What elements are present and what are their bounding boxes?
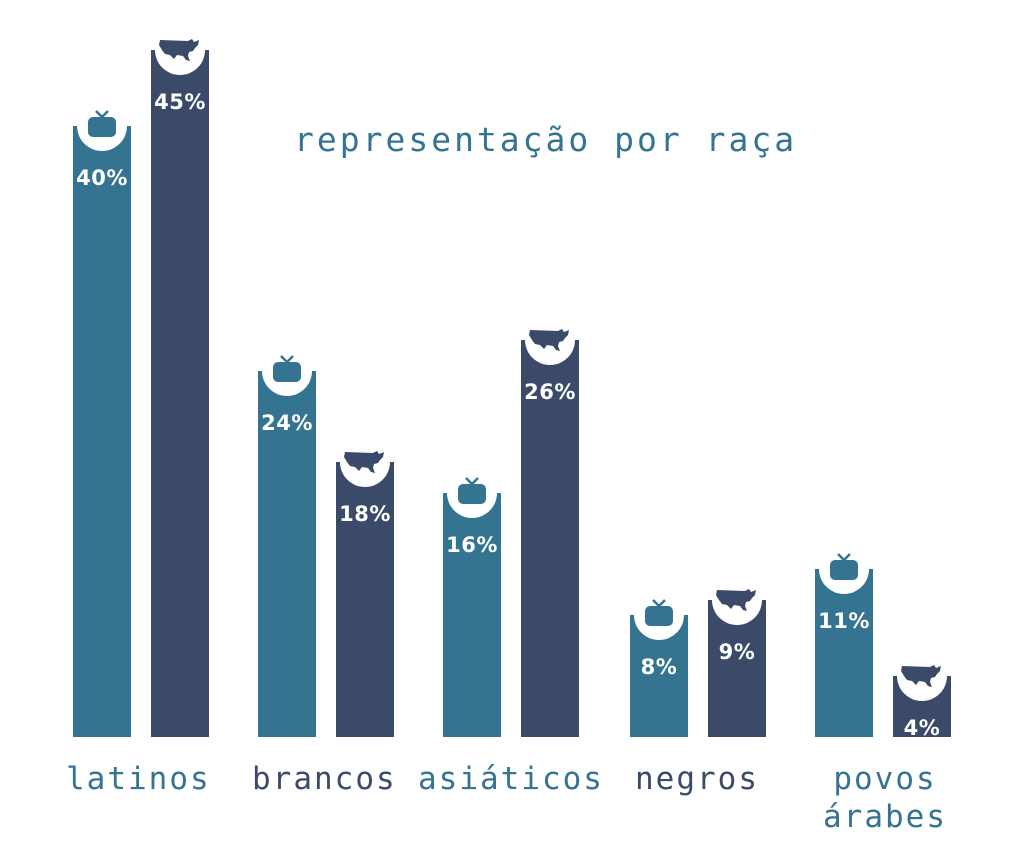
value-label: 26% (524, 380, 576, 404)
value-label: 16% (446, 533, 498, 557)
bar-us-1: 18% (336, 451, 394, 737)
bar-us-4: 4% (893, 665, 951, 740)
usa-map-icon (158, 38, 202, 66)
bar-tv-0: 40% (73, 110, 131, 737)
tv-icon (457, 477, 487, 509)
value-label: 8% (640, 655, 678, 679)
usa-map-icon (343, 450, 387, 478)
tv-icon (829, 553, 859, 585)
usa-map-icon (715, 588, 759, 616)
category-label-brancos: brancos (252, 761, 397, 797)
value-label: 40% (76, 166, 128, 190)
category-label-line1: povos (833, 761, 937, 797)
usa-map-icon (900, 664, 944, 692)
bar-tv-3: 8% (630, 599, 688, 737)
value-label: 18% (339, 502, 391, 526)
tv-icon (272, 355, 302, 387)
value-label: 11% (818, 609, 870, 633)
category-label-negros: negros (635, 761, 759, 797)
bar-tv-2: 16% (443, 477, 501, 737)
value-label: 4% (903, 716, 941, 740)
tv-icon (87, 110, 117, 142)
category-label-povos-arabes: povos árabes (823, 760, 947, 836)
bar-tv-1: 24% (258, 355, 316, 737)
bar-us-3: 9% (708, 589, 766, 737)
value-label: 9% (718, 640, 756, 664)
bar-us-0: 45% (151, 39, 209, 737)
category-label-line2: árabes (823, 799, 947, 835)
chart-title: representação por raça (294, 120, 798, 159)
value-label: 24% (261, 411, 313, 435)
category-label-latinos: latinos (66, 761, 211, 797)
usa-map-icon (528, 328, 572, 356)
category-label-asiaticos: asiáticos (418, 761, 604, 797)
tv-icon (644, 599, 674, 631)
bar-us-2: 26% (521, 329, 579, 737)
value-label: 45% (154, 90, 206, 114)
bar-tv-4: 11% (815, 553, 873, 737)
